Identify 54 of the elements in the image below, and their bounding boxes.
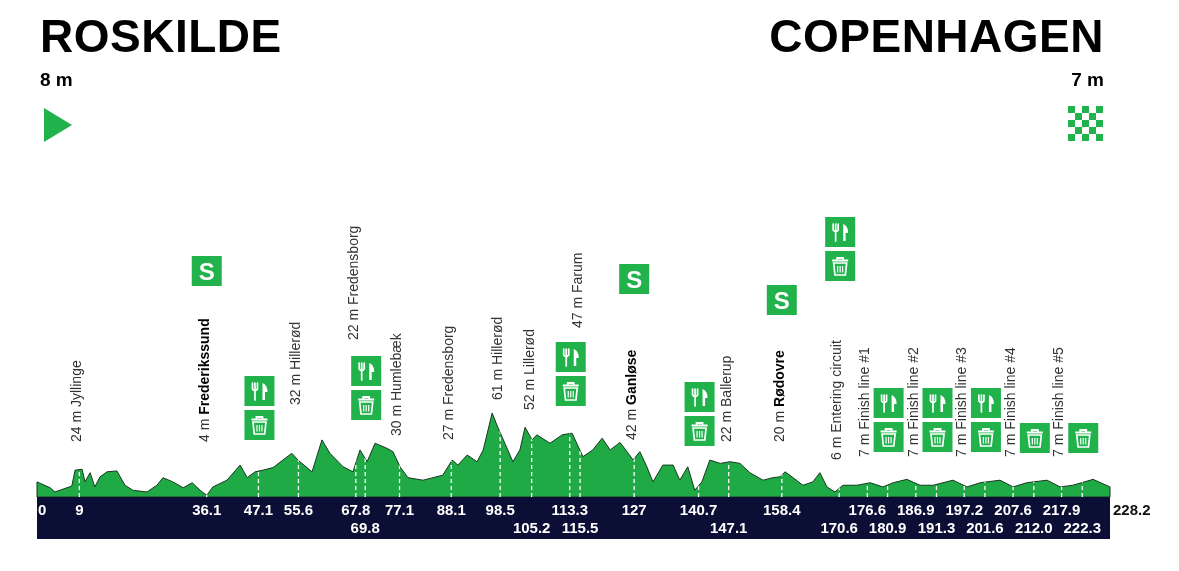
annotation: 6 m Entering circuit [828,340,845,460]
annotation: 24 m Jyllinge [68,360,85,442]
text: S [773,286,790,314]
x2-tick-label: 69.8 [350,519,380,536]
x-tick-label: 47.1 [243,501,274,518]
x2-tick-label: 180.9 [868,519,907,536]
x-tick-label: 207.6 [994,501,1032,518]
x-tick-label: 77.1 [384,501,415,518]
x2-tick-label: 212.0 [1015,519,1053,536]
annotation: 30 m Humlebæk [388,332,405,436]
annotation: 7 m Finish line #3 [953,347,970,457]
x-tick-label: 98.5 [485,501,515,518]
annotation: 7 m Finish line #4 [1002,347,1019,457]
x2-tick-label: 105.2 [512,519,551,536]
x-tick-label: 140.7 [679,501,718,518]
x-tick-label: 113.3 [551,501,589,518]
text: 22 m Fredensborg [344,225,361,340]
annotation: 20 m Rødovre [770,349,787,442]
text: 7 m [1071,69,1104,90]
text: ROSKILDE [40,10,282,62]
annotation: 42 m Ganløse [623,349,640,440]
annotation: 228.2 [1113,500,1151,518]
x-tick-label: 88.1 [436,501,466,518]
text: 61 m Hillerød [489,316,506,400]
text: COPENHAGEN [769,10,1104,62]
x-tick-label: 127 [621,501,647,518]
x-tick-label: 158.4 [763,501,802,518]
annotation: 7 m Finish line #1 [856,347,873,457]
x-tick-label: 67.8 [341,501,371,518]
x-tick-label: 9 [75,501,84,518]
x-tick-label: 36.1 [192,501,222,518]
x-tick-label: 0 [38,501,47,518]
x-tick-label: 186.9 [897,501,935,518]
x-tick-label: 217.9 [1042,501,1081,518]
text: S [198,257,215,285]
text: S [626,265,643,293]
text: 47 m Farum [568,252,585,328]
x-tick-label: 176.6 [848,501,887,518]
x2-tick-label: 115.5 [561,519,599,536]
annotation: 22 m Ballerup [717,355,734,442]
annotation: 27 m Fredensborg [440,325,457,440]
text: 52 m Lillerød [520,329,537,410]
x-tick-label: 55.6 [283,501,314,518]
x2-tick-label: 170.6 [820,519,858,536]
text: 8 m [40,69,73,90]
annotation: 4 m Frederikssund [195,318,212,442]
x2-tick-label: 201.6 [966,519,1004,536]
annotation: 7 m Finish line #5 [1050,347,1067,457]
annotation: 7 m Finish line #2 [904,347,921,457]
x2-tick-label: 147.1 [709,519,748,536]
x-tick-label: 197.2 [945,501,984,518]
x2-tick-label: 222.3 [1063,519,1102,536]
text: 32 m Hillerød [287,321,304,405]
x2-tick-label: 191.3 [917,519,956,536]
